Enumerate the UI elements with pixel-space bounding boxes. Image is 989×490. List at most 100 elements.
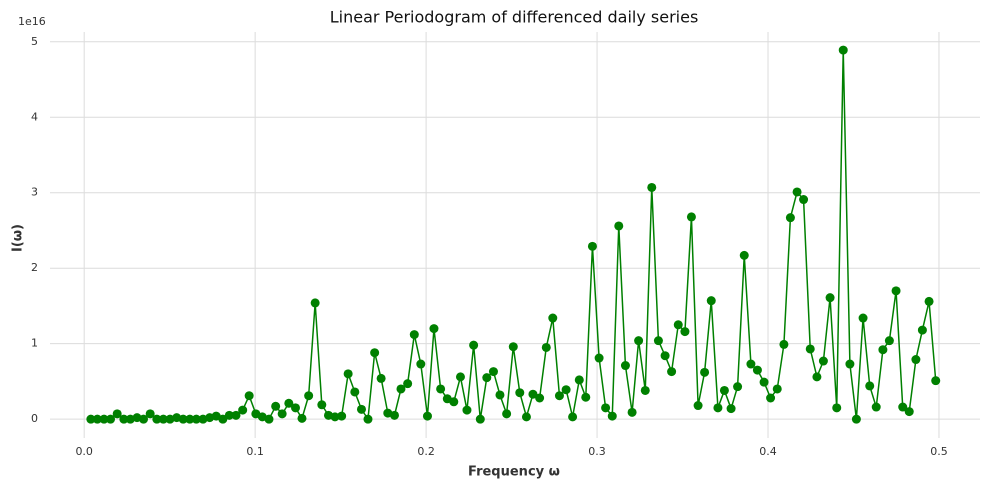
data-point [752, 365, 762, 375]
data-point [508, 342, 518, 352]
data-point [554, 391, 564, 401]
data-point [772, 384, 782, 394]
data-point [271, 401, 281, 411]
data-point [700, 367, 710, 377]
data-point [739, 250, 749, 260]
data-point [673, 320, 683, 330]
data-point [145, 409, 155, 419]
y-offset-label: 1e16 [18, 15, 46, 28]
data-point [898, 402, 908, 412]
data-point [449, 397, 459, 407]
data-point [561, 385, 571, 395]
data-point [634, 336, 644, 346]
data-point [805, 344, 815, 354]
data-point [264, 414, 274, 424]
data-point [904, 407, 914, 417]
data-point [409, 330, 419, 340]
data-point [911, 355, 921, 365]
data-point [469, 340, 479, 350]
data-point [660, 351, 670, 361]
data-point [330, 412, 340, 422]
data-point [785, 213, 795, 223]
y-tick-label: 3 [31, 186, 38, 199]
data-point [455, 372, 465, 382]
data-point [86, 414, 96, 424]
data-point [343, 369, 353, 379]
data-point [363, 414, 373, 424]
data-point [746, 359, 756, 369]
data-point [614, 221, 624, 231]
data-point [317, 400, 327, 410]
data-point [838, 45, 848, 55]
y-tick-label: 2 [31, 261, 38, 274]
data-point [337, 411, 347, 421]
y-tick-label: 4 [31, 110, 38, 123]
data-point [376, 373, 386, 383]
data-point [686, 212, 696, 222]
data-point [620, 361, 630, 371]
data-point [574, 375, 584, 385]
data-point [871, 402, 881, 412]
data-point [495, 390, 505, 400]
data-point [277, 409, 287, 419]
data-point [719, 385, 729, 395]
x-tick-label: 0.4 [759, 445, 777, 458]
data-point [119, 414, 129, 424]
data-point [548, 313, 558, 323]
data-point [356, 404, 366, 414]
data-point [106, 414, 116, 424]
data-point [244, 391, 254, 401]
data-point [653, 336, 663, 346]
data-point [766, 393, 776, 403]
data-point [792, 187, 802, 197]
x-tick-label: 0.0 [75, 445, 93, 458]
data-point [416, 359, 426, 369]
data-point [112, 409, 122, 419]
data-point [832, 403, 842, 413]
data-point [403, 379, 413, 389]
x-tick-label: 0.3 [588, 445, 606, 458]
data-point [310, 298, 320, 308]
data-point [350, 387, 360, 397]
data-point [726, 404, 736, 414]
y-tick-label: 0 [31, 412, 38, 425]
data-point [759, 377, 769, 387]
y-tick-label: 5 [31, 35, 38, 48]
data-point [521, 412, 531, 422]
data-point [475, 414, 485, 424]
data-point [568, 412, 578, 422]
data-point [224, 410, 234, 420]
data-point [878, 345, 888, 355]
data-point [640, 385, 650, 395]
data-point [825, 293, 835, 303]
data-point [924, 296, 934, 306]
data-point [865, 381, 875, 391]
data-point [667, 367, 677, 377]
data-point [884, 336, 894, 346]
data-point [389, 410, 399, 420]
x-tick-label: 0.1 [246, 445, 264, 458]
data-point [231, 410, 241, 420]
x-tick-label: 0.5 [930, 445, 948, 458]
data-point [396, 384, 406, 394]
data-point [462, 405, 472, 415]
data-point [502, 409, 512, 419]
data-point [851, 414, 861, 424]
data-point [680, 327, 690, 337]
data-point [693, 401, 703, 411]
data-point [594, 353, 604, 363]
data-point [587, 241, 597, 251]
data-point [290, 403, 300, 413]
data-point [191, 414, 201, 424]
data-point [99, 414, 109, 424]
data-point [733, 382, 743, 392]
data-point [858, 313, 868, 323]
data-point [845, 359, 855, 369]
data-point [238, 405, 248, 415]
data-point [429, 324, 439, 334]
data-point [152, 414, 162, 424]
data-point [482, 373, 492, 383]
data-point [92, 414, 102, 424]
data-point [779, 339, 789, 349]
